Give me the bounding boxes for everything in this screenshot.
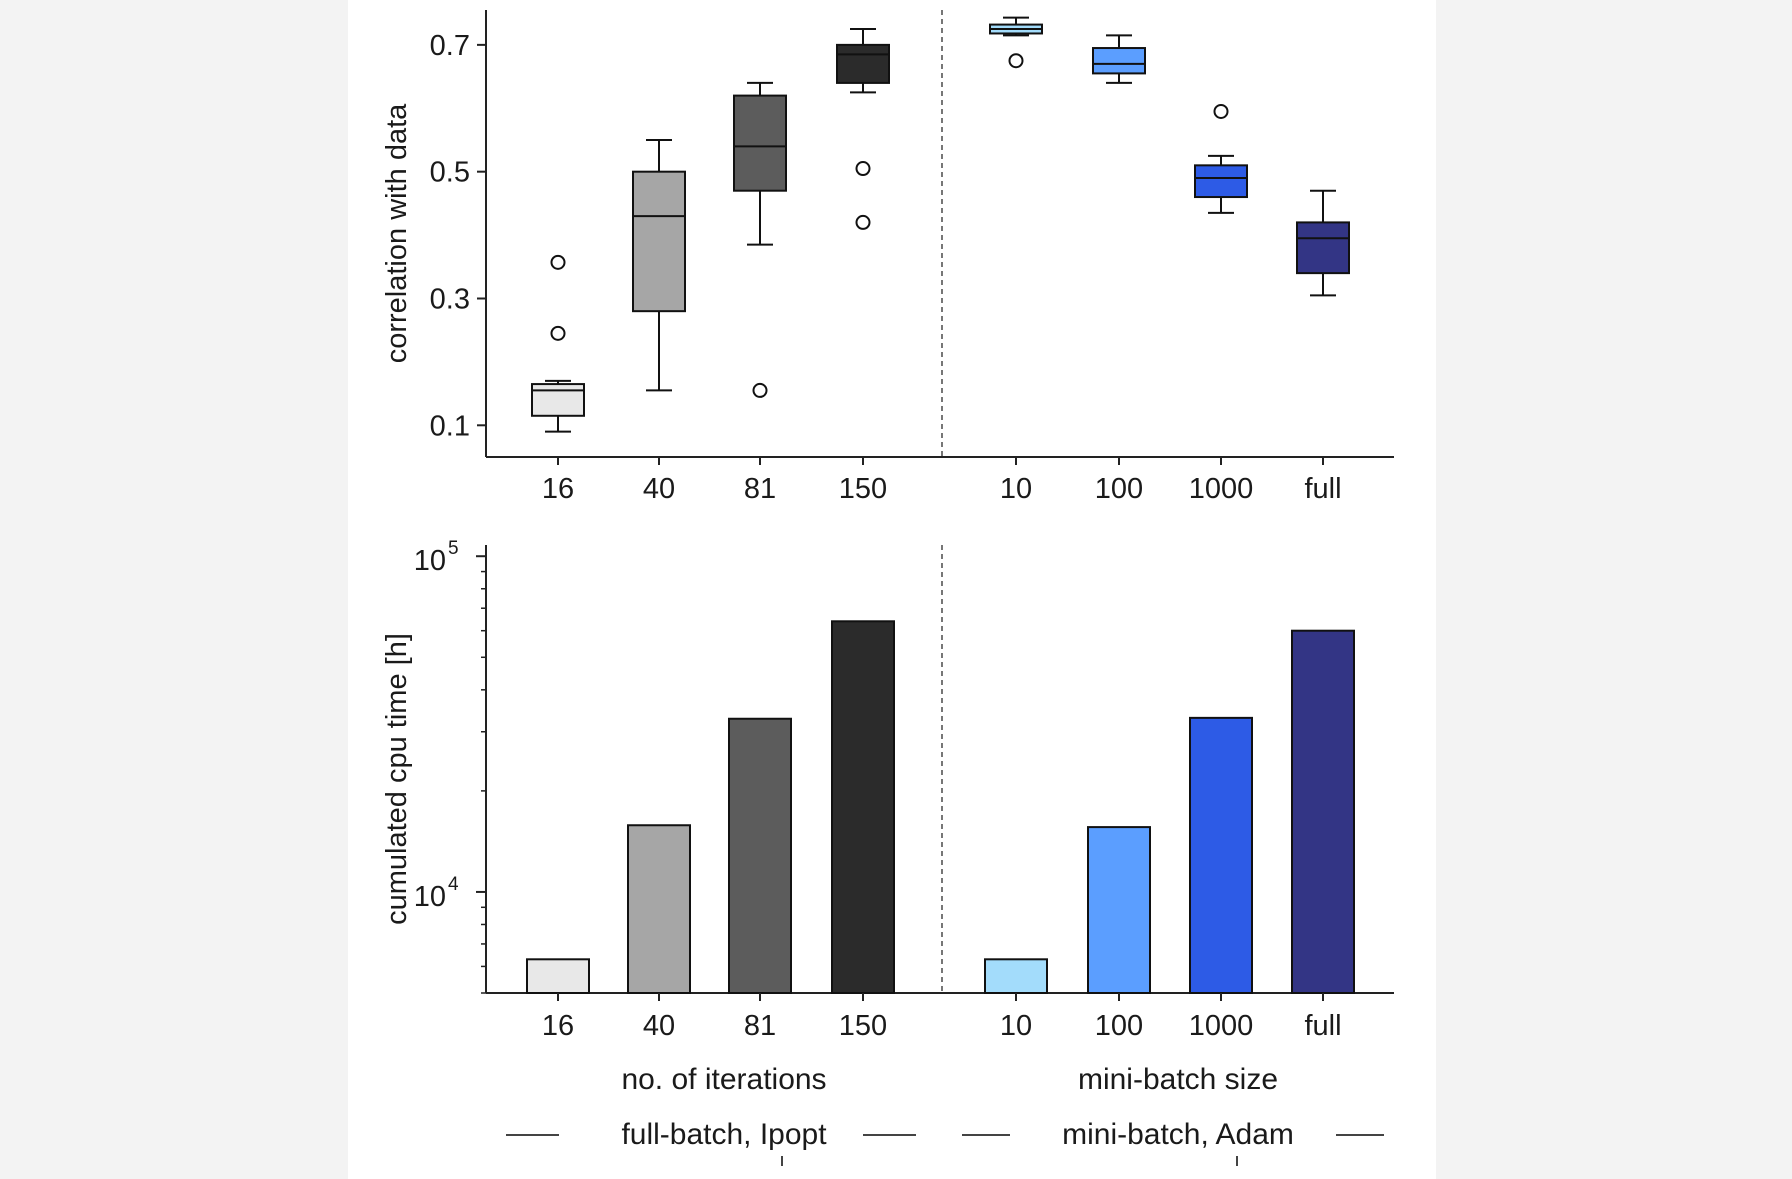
top-x-tick-label: 10 <box>1000 473 1032 505</box>
group-xlabel-iterations: no. of iterations <box>621 1063 826 1096</box>
box-81 <box>733 81 787 465</box>
box-outlier <box>1008 53 1024 69</box>
box-body <box>1296 221 1350 275</box>
top-x-tick-label: 150 <box>839 473 887 505</box>
top-x-tick-label: 1000 <box>1189 473 1254 505</box>
top-y-tick-label: 0.7 <box>430 30 470 62</box>
box-body <box>836 43 890 84</box>
box-body <box>733 94 787 192</box>
box-outlier <box>550 254 566 270</box>
bar-1000 <box>1189 716 1253 994</box>
box-outlier <box>550 325 566 341</box>
group-xlabel-batch-size: mini-batch size <box>1078 1063 1278 1096</box>
tick-base: 10 <box>414 881 446 913</box>
box-1000 <box>1194 103 1248 465</box>
bottom-x-tick-label: 150 <box>839 1010 887 1042</box>
box-outlier <box>752 382 768 398</box>
bottom-x-tick-label: full <box>1304 1010 1341 1042</box>
top-x-tick-label: 81 <box>744 473 776 505</box>
box-16 <box>531 254 585 465</box>
figure: 0.1 0.3 0.5 0.7 correlation with data 16 40 81 1… <box>348 0 1436 1179</box>
bottom-x-tick-label: 100 <box>1095 1010 1143 1042</box>
box-body <box>1194 164 1248 199</box>
box-40 <box>632 138 686 465</box>
box-outlier <box>855 214 871 230</box>
top-x-tick-label: 100 <box>1095 473 1143 505</box>
bottom-x-tick-label: 81 <box>744 1010 776 1042</box>
bar-81 <box>728 717 792 995</box>
bottom-y-tick-exponent: 4 <box>448 874 459 895</box>
bar-100 <box>1087 826 1151 994</box>
bottom-y-axis-title: cumulated cpu time [h] <box>381 633 413 925</box>
bottom-y-tick-label: 10 <box>414 881 446 913</box>
group-name-mini-batch: mini-batch, Adam <box>1062 1118 1294 1151</box>
bar-full <box>1291 629 1355 994</box>
top-y-axis-title: correlation with data <box>381 103 413 363</box>
box-body <box>531 383 585 417</box>
bar-10 <box>984 958 1048 995</box>
box-outlier <box>1213 103 1229 119</box>
box-10 <box>989 16 1043 465</box>
top-y-tick-label: 0.5 <box>430 157 470 189</box>
box-outlier <box>855 161 871 177</box>
box-full <box>1296 189 1350 465</box>
top-x-tick-label: 40 <box>643 473 675 505</box>
bottom-x-tick-label: 1000 <box>1189 1010 1254 1042</box>
top-y-tick-label: 0.1 <box>430 410 470 442</box>
box-body <box>1092 47 1146 75</box>
box-100 <box>1092 34 1146 465</box>
top-y-tick-label: 0.3 <box>430 283 470 315</box>
bottom-x-tick-label: 16 <box>542 1010 574 1042</box>
box-body <box>632 170 686 313</box>
bottom-y-tick-label: 10 <box>414 545 446 577</box>
bar-150 <box>831 620 895 994</box>
chart-canvas: 0.1 0.3 0.5 0.7 correlation with data 16 40 81 1… <box>381 10 1394 1166</box>
top-x-tick-label: full <box>1304 473 1341 505</box>
bar-16 <box>526 958 590 995</box>
bottom-y-tick-exponent: 5 <box>448 538 459 559</box>
group-name-full-batch: full-batch, Ipopt <box>621 1118 827 1151</box>
box-150 <box>836 28 890 465</box>
bottom-x-tick-label: 40 <box>643 1010 675 1042</box>
bottom-x-tick-label: 10 <box>1000 1010 1032 1042</box>
tick-base: 10 <box>414 545 446 577</box>
top-x-tick-label: 16 <box>542 473 574 505</box>
bar-40 <box>627 824 691 994</box>
